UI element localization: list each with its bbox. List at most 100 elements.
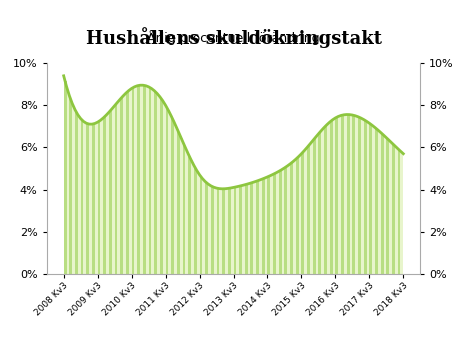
Bar xyxy=(236,186,239,274)
Bar xyxy=(151,90,154,274)
Bar xyxy=(106,114,109,274)
Bar xyxy=(383,137,386,274)
Bar xyxy=(208,185,211,274)
Bar xyxy=(169,113,171,274)
Bar xyxy=(250,183,253,274)
Bar xyxy=(279,171,282,274)
Bar xyxy=(253,182,256,274)
Bar xyxy=(194,168,197,274)
Bar xyxy=(256,181,259,274)
Bar xyxy=(259,180,262,274)
Bar xyxy=(134,86,137,274)
Bar xyxy=(372,126,375,274)
Bar xyxy=(199,177,202,274)
Bar xyxy=(140,85,143,274)
Bar xyxy=(78,117,81,274)
Bar xyxy=(95,123,98,274)
Bar xyxy=(375,129,378,274)
Bar xyxy=(293,160,296,274)
Bar xyxy=(347,114,349,274)
Bar xyxy=(327,124,330,274)
Bar xyxy=(112,107,114,274)
Bar xyxy=(214,188,217,274)
Bar xyxy=(324,126,327,274)
Bar xyxy=(132,88,134,274)
Bar xyxy=(344,115,347,274)
Bar xyxy=(338,116,341,274)
Bar xyxy=(287,165,290,274)
Bar xyxy=(228,188,231,274)
Bar xyxy=(304,149,307,274)
Text: Årlig procentuell förändring: Årlig procentuell förändring xyxy=(147,30,320,45)
Bar xyxy=(183,144,185,274)
Bar xyxy=(361,119,364,274)
Bar xyxy=(367,122,369,274)
Bar xyxy=(118,101,120,274)
Bar xyxy=(284,167,287,274)
Bar xyxy=(72,106,75,274)
Bar xyxy=(273,174,276,274)
Bar xyxy=(225,188,228,274)
Bar xyxy=(163,103,166,274)
Bar xyxy=(89,124,92,274)
Bar xyxy=(349,115,353,274)
Bar xyxy=(222,189,225,274)
Bar xyxy=(120,98,123,274)
Bar xyxy=(202,180,205,274)
Bar xyxy=(129,90,132,274)
Bar xyxy=(123,94,126,274)
Bar xyxy=(157,95,160,274)
Bar xyxy=(401,152,403,274)
Bar xyxy=(217,188,219,274)
Bar xyxy=(174,125,177,274)
Bar xyxy=(296,158,298,274)
Bar xyxy=(103,117,106,274)
Bar xyxy=(191,163,194,274)
Bar xyxy=(64,81,66,274)
Bar xyxy=(92,124,95,274)
Bar xyxy=(313,139,316,274)
Bar xyxy=(307,146,310,274)
Bar xyxy=(316,135,318,274)
Bar xyxy=(160,99,163,274)
Bar xyxy=(248,184,250,274)
Bar xyxy=(392,145,395,274)
Bar xyxy=(84,122,86,274)
Bar xyxy=(100,119,103,274)
Bar xyxy=(389,142,392,274)
Bar xyxy=(177,132,180,274)
Bar xyxy=(197,173,199,274)
Bar xyxy=(211,186,214,274)
Bar xyxy=(381,134,383,274)
Bar xyxy=(265,178,268,274)
Bar xyxy=(398,150,401,274)
Bar xyxy=(75,112,78,274)
Bar xyxy=(395,147,398,274)
Bar xyxy=(109,111,112,274)
Bar xyxy=(369,124,372,274)
Bar xyxy=(114,104,118,274)
Bar xyxy=(242,185,245,274)
Bar xyxy=(335,117,338,274)
Bar xyxy=(126,92,129,274)
Bar xyxy=(321,129,324,274)
Bar xyxy=(69,99,72,274)
Bar xyxy=(355,116,358,274)
Bar xyxy=(205,183,208,274)
Bar xyxy=(290,163,293,274)
Bar xyxy=(276,172,279,274)
Bar xyxy=(330,121,333,274)
Bar xyxy=(358,117,361,274)
Bar xyxy=(86,124,89,274)
Bar xyxy=(364,120,367,274)
Bar xyxy=(378,131,381,274)
Bar xyxy=(318,132,321,274)
Bar xyxy=(81,120,84,274)
Bar xyxy=(180,138,183,274)
Bar xyxy=(146,86,149,274)
Bar xyxy=(137,86,140,274)
Bar xyxy=(245,184,248,274)
Bar xyxy=(333,119,335,274)
Bar xyxy=(341,115,344,274)
Title: Hushållens skuldökningstakt: Hushållens skuldökningstakt xyxy=(85,27,382,48)
